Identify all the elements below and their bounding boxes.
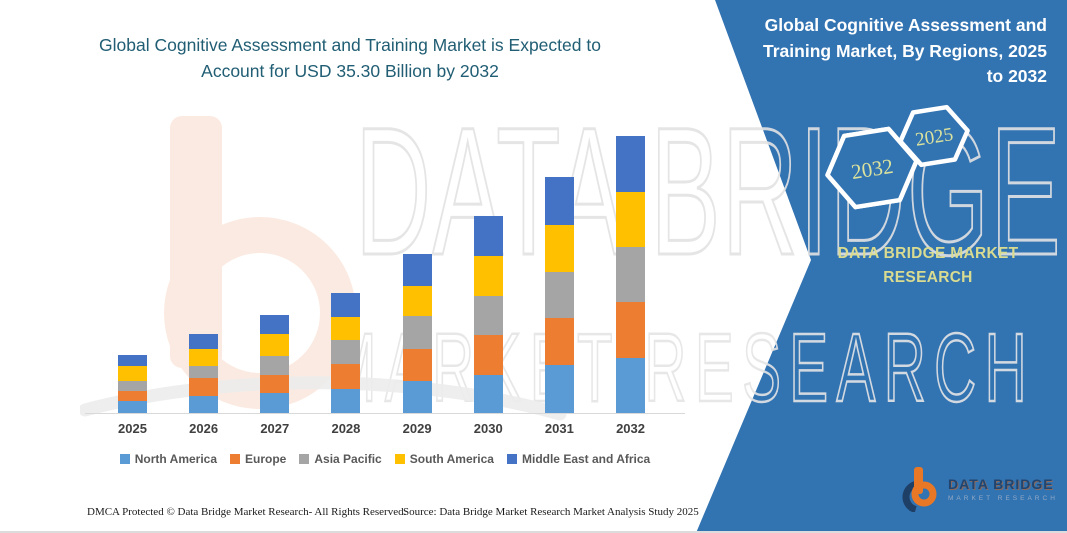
bar-segment-asia-pacific [118,380,147,392]
x-axis-label-2032: 2032 [616,421,645,436]
panel-heading-line2: Training Market, By Regions, 2025 [763,40,1047,61]
x-axis-label-2031: 2031 [544,421,574,436]
bar-segment-north-america [616,358,646,413]
bar-segment-asia-pacific [473,296,503,336]
bar-segment-north-america [402,380,432,413]
legend-label: North America [134,452,218,466]
bar-segment-north-america [473,375,503,413]
bar-segment-europe [118,391,147,402]
bar-segment-south-america [473,256,503,297]
bar-segment-north-america [118,401,147,413]
bar-segment-europe [473,335,503,376]
x-axis-label-2025: 2025 [118,421,147,436]
legend-swatch-icon [230,454,241,464]
brand-name-line2: RESEARCH [883,269,973,286]
legend-item-europe: Europe [230,452,286,466]
footer-source: Source: Data Bridge Market Research Mark… [403,506,699,518]
bar-segment-north-america [544,365,574,413]
page-title-line1: Global Cognitive Assessment and Training… [99,35,601,55]
company-logo-tagline: MARKET RESEARCH [948,495,1058,502]
x-axis-label-2030: 2030 [473,421,503,436]
x-axis-labels: 2025 2026 2027 2028 2029 2030 2031 2032 [85,421,685,439]
company-logo-name: DATA BRIDGE [948,476,1054,492]
bar-2027 [260,314,290,413]
bar-segment-asia-pacific [189,365,219,378]
bar-segment-middle-east-and-africa [189,333,219,349]
legend-label: Asia Pacific [314,452,382,466]
bar-segment-europe [260,375,290,394]
bar-2030 [473,216,503,413]
legend-swatch-icon [119,454,130,464]
x-axis-label-2026: 2026 [189,421,219,436]
bar-segment-asia-pacific [402,315,432,349]
hexagon-2025: 2025 [898,104,970,168]
bar-segment-south-america [260,333,290,356]
bar-segment-asia-pacific [331,340,361,365]
bar-segment-north-america [189,395,219,413]
bar-segment-asia-pacific [260,355,290,376]
bar-2025 [118,354,147,413]
x-axis-label-2029: 2029 [402,421,432,436]
legend-label: Middle East and Africa [521,452,651,466]
bar-segment-asia-pacific [544,271,574,319]
bar-segment-south-america [616,191,646,248]
legend-item-asia-pacific: Asia Pacific [299,452,382,466]
bar-segment-europe [616,302,646,359]
panel-heading-line1: Global Cognitive Assessment and [764,15,1047,35]
bar-segment-south-america [402,285,432,316]
company-logo-b-icon [902,467,937,512]
legend-swatch-icon [394,454,405,464]
panel-heading-line3: to 2032 [986,66,1047,86]
bar-segment-middle-east-and-africa [402,253,432,286]
stacked-bar-chart [85,130,685,414]
x-axis-label-2028: 2028 [331,421,361,436]
bar-segment-south-america [189,348,219,366]
bar-2031 [544,176,574,413]
bar-2032 [616,136,646,413]
page-title-line2: Account for USD 35.30 Billion by 2032 [201,61,499,81]
chart-legend: North America Europe Asia Pacific South Ame… [80,452,690,466]
legend-item-south-america: South America [394,452,494,466]
company-logo-text: DATA BRIDGE MARKET RESEARCH [948,476,1058,502]
legend-label: Europe [245,452,287,466]
bar-segment-north-america [260,393,290,413]
bar-segment-north-america [331,388,361,413]
company-logo: DATA BRIDGE MARKET RESEARCH [901,466,1058,512]
bar-segment-south-america [118,365,147,381]
bar-segment-south-america [331,317,361,341]
legend-swatch-icon [299,454,310,464]
bar-segment-europe [402,348,432,381]
bar-2028 [331,293,361,413]
hexagon-2032: 2032 [825,126,919,210]
bar-segment-europe [189,377,219,396]
bar-segment-middle-east-and-africa [544,176,574,225]
footer: DMCA Protected © Data Bridge Market Rese… [85,506,700,526]
bar-segment-middle-east-and-africa [331,293,361,318]
bar-segment-europe [331,364,361,389]
bar-2026 [189,333,219,413]
brand-name: DATA BRIDGE MARKET RESEARCH [812,242,1044,290]
panel-heading: Global Cognitive Assessment and Training… [735,13,1047,90]
bar-segment-asia-pacific [616,247,646,303]
legend-item-middle-east-and-africa: Middle East and Africa [506,452,651,466]
bar-segment-south-america [544,224,574,272]
bar-segment-middle-east-and-africa [260,314,290,334]
bar-2029 [402,253,432,413]
footer-copyright: DMCA Protected © Data Bridge Market Rese… [87,506,407,518]
x-axis-label-2027: 2027 [260,421,290,436]
legend-label: South America [409,452,494,466]
legend-swatch-icon [506,454,517,464]
legend-item-north-america: North America [119,452,218,466]
page-title: Global Cognitive Assessment and Training… [80,32,620,84]
bar-segment-middle-east-and-africa [473,216,503,257]
bar-segment-middle-east-and-africa [616,136,646,192]
brand-name-line1: DATA BRIDGE MARKET [837,245,1019,262]
hexagon-year-badges: 2032 2025 [825,104,970,210]
bar-segment-europe [544,318,574,366]
bar-segment-middle-east-and-africa [118,354,147,366]
